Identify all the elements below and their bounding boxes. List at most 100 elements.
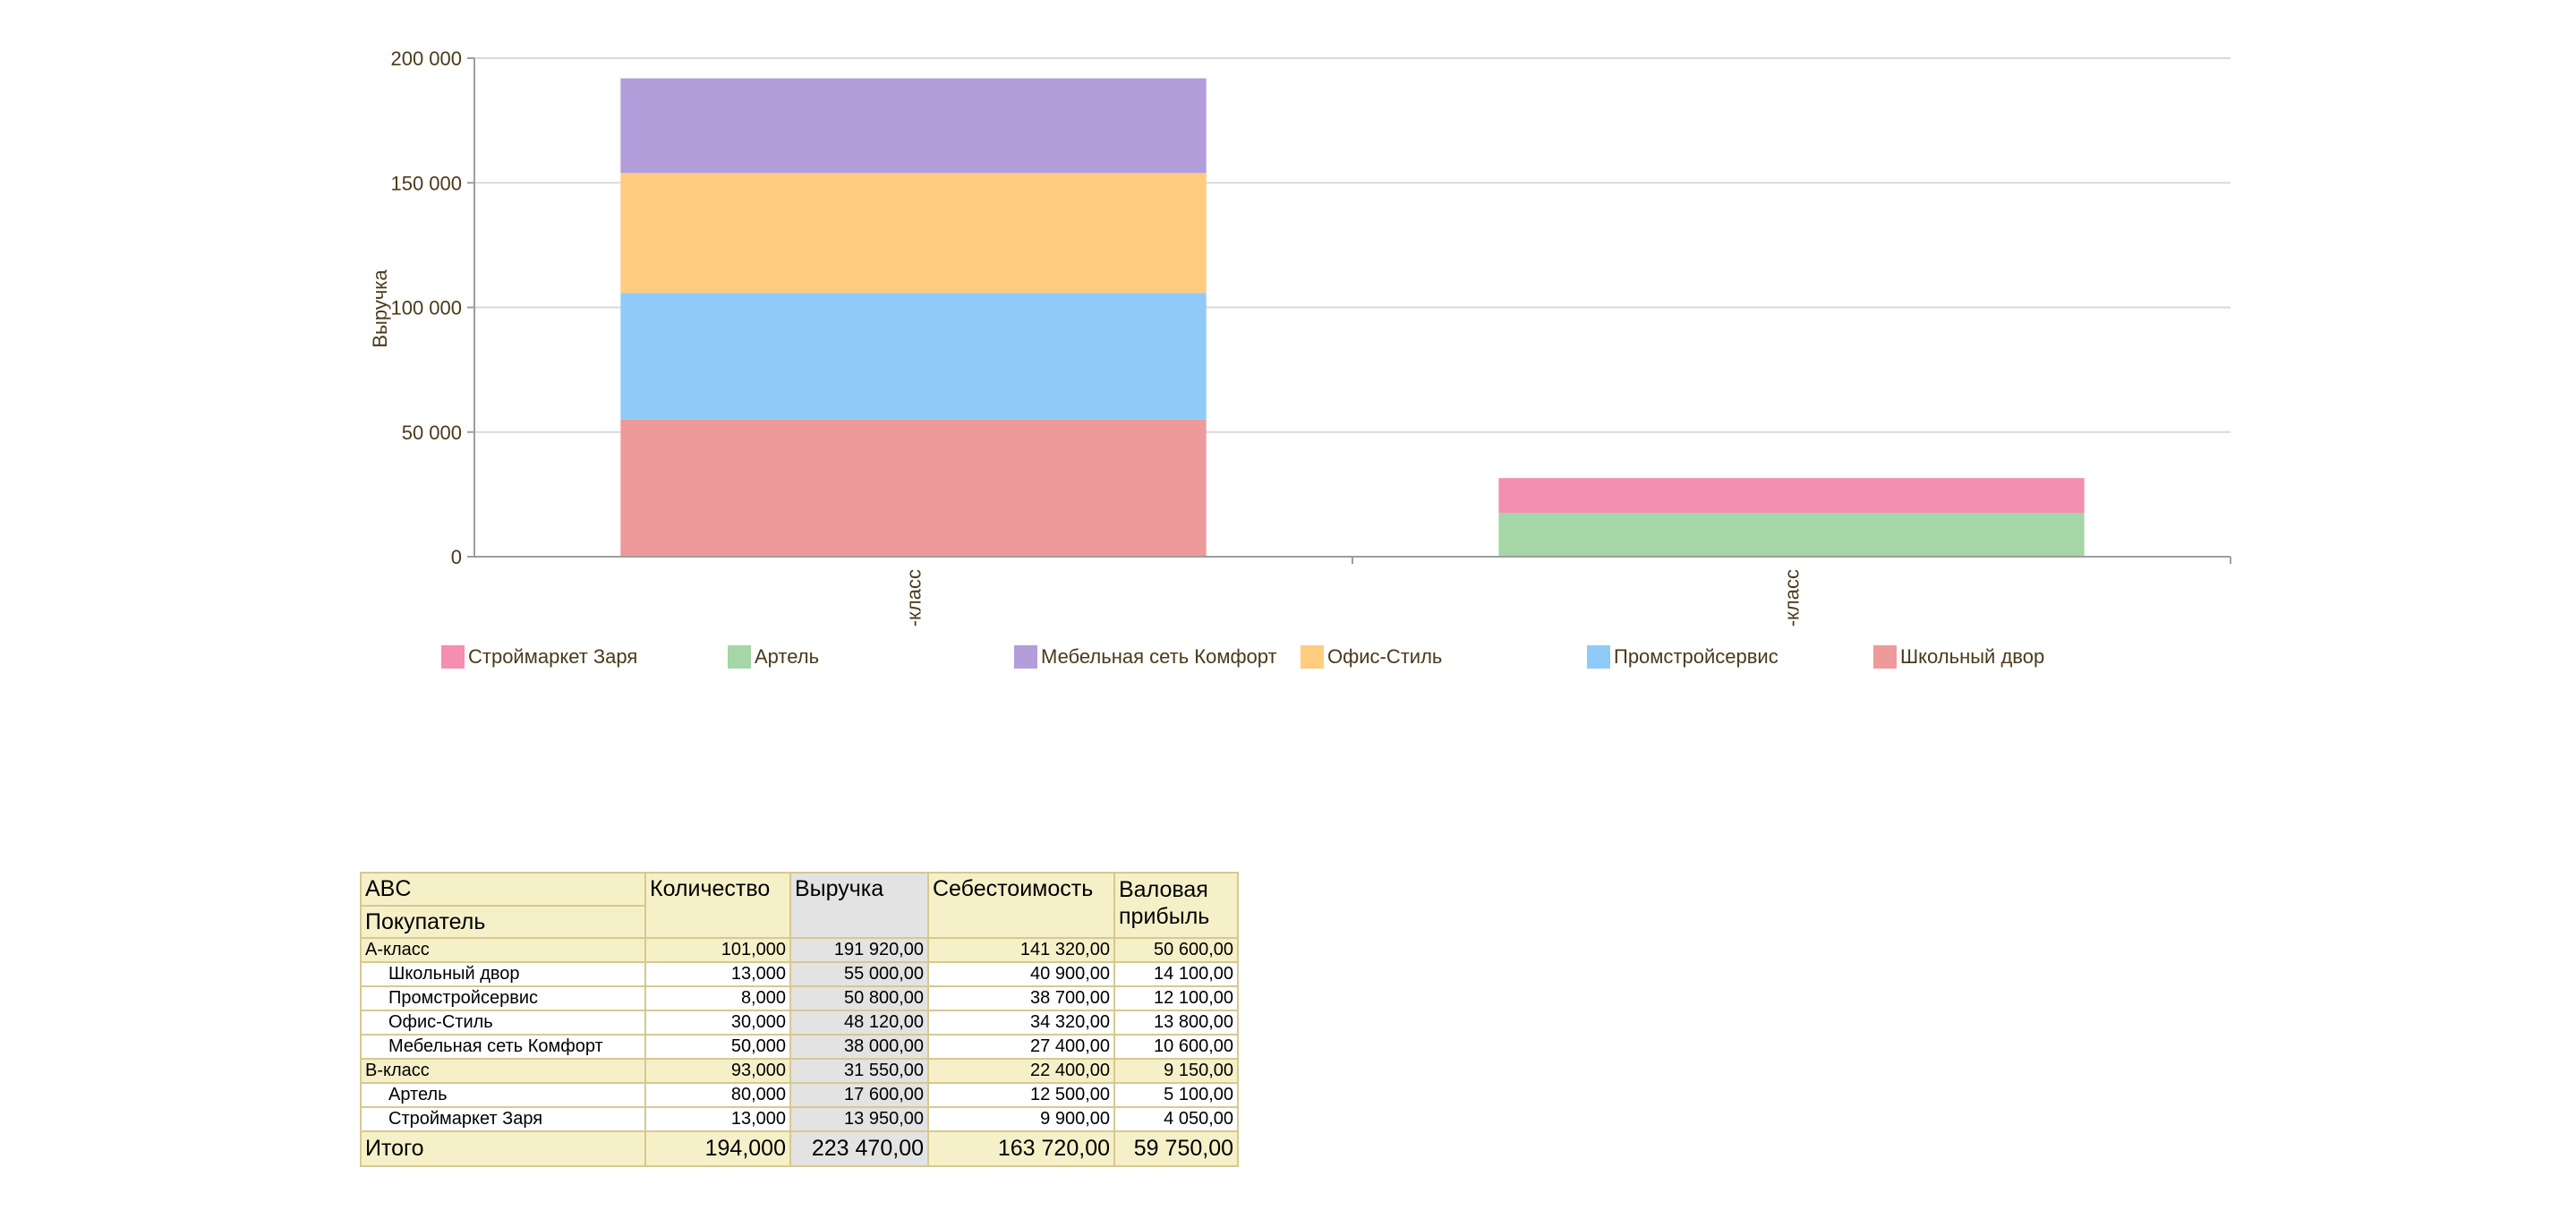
- cell-cost: 27 400,00: [927, 1034, 1115, 1060]
- chart-legend: Строймаркет Заря Артель Мебельная сеть Ком…: [441, 641, 2321, 673]
- legend-item: Артель: [728, 641, 819, 673]
- cell-cost: 34 320,00: [927, 1010, 1115, 1036]
- cell-qty: 80,000: [644, 1082, 791, 1108]
- cell-qty: 13,000: [644, 1106, 791, 1132]
- report-table: ABC Количество Выручка Себестоимость Вал…: [360, 872, 1239, 1167]
- cell-cost: 9 900,00: [927, 1106, 1115, 1132]
- cell-buyer: Строймаркет Заря: [360, 1106, 646, 1132]
- legend-swatch: [1873, 645, 1897, 669]
- header-buyer: Покупатель: [360, 905, 646, 939]
- cell-profit: 4 050,00: [1113, 1106, 1239, 1132]
- cell-cost: 40 900,00: [927, 961, 1115, 987]
- y-tick-label: 150 000: [390, 172, 462, 194]
- x-tick-labels: А-класс В-класс: [903, 569, 1804, 627]
- y-tick-label: 100 000: [390, 297, 462, 320]
- axes: [473, 58, 2231, 564]
- cell-revenue: 17 600,00: [789, 1082, 929, 1108]
- cell-profit: 9 150,00: [1113, 1058, 1239, 1084]
- cell-buyer: Школьный двор: [360, 961, 646, 987]
- cell-revenue: 48 120,00: [789, 1010, 929, 1036]
- legend-item: Мебельная сеть Комфорт: [1014, 641, 1277, 673]
- cell-revenue: 50 800,00: [789, 985, 929, 1011]
- cell-revenue: 55 000,00: [789, 961, 929, 987]
- table-row: Артель 80,000 17 600,00 12 500,00 5 100,00: [360, 1082, 1239, 1108]
- table-group-row: А-класс 101,000 191 920,00 141 320,00 50 600…: [360, 937, 1239, 963]
- bar-segment: [620, 173, 1207, 294]
- header-cost: Себестоимость: [927, 872, 1115, 939]
- cell-buyer: Промстройсервис: [360, 985, 646, 1011]
- header-revenue: Выручка: [789, 872, 929, 939]
- table-row: Школьный двор 13,000 55 000,00 40 900,00 14 …: [360, 961, 1239, 987]
- legend-label: Промстройсервис: [1614, 645, 1778, 668]
- legend-swatch: [1014, 645, 1037, 669]
- table-row: Офис-Стиль 30,000 48 120,00 34 320,00 13 800…: [360, 1010, 1239, 1036]
- cell-buyer: Мебельная сеть Комфорт: [360, 1034, 646, 1060]
- cell-profit: 10 600,00: [1113, 1034, 1239, 1060]
- cell-cost: 141 320,00: [927, 937, 1115, 963]
- legend-item: Промстройсервис: [1587, 641, 1778, 673]
- legend-label: Офис-Стиль: [1327, 645, 1443, 668]
- cell-revenue: 38 000,00: [789, 1034, 929, 1060]
- table-row: Промстройсервис 8,000 50 800,00 38 700,00 12…: [360, 985, 1239, 1011]
- bar-segment: [620, 78, 1207, 174]
- table-total-row: Итого 194,000 223 470,00 163 720,00 59 750,0…: [360, 1130, 1239, 1167]
- header-qty: Количество: [644, 872, 791, 939]
- legend-swatch: [441, 645, 465, 669]
- cell-total-profit: 59 750,00: [1113, 1130, 1239, 1167]
- cell-total-label: Итого: [360, 1130, 646, 1167]
- x-tick-label: В-класс: [1781, 569, 1804, 627]
- cell-qty: 93,000: [644, 1058, 791, 1084]
- cell-total-revenue: 223 470,00: [789, 1130, 929, 1167]
- header-profit: Валовая прибыль: [1113, 872, 1239, 939]
- bar-segment: [620, 419, 1207, 557]
- cell-buyer: Офис-Стиль: [360, 1010, 646, 1036]
- cell-cost: 12 500,00: [927, 1082, 1115, 1108]
- cell-buyer: Артель: [360, 1082, 646, 1108]
- cell-revenue: 191 920,00: [789, 937, 929, 963]
- cell-profit: 13 800,00: [1113, 1010, 1239, 1036]
- y-tick-label: 50 000: [402, 422, 462, 444]
- bar-stacks: [620, 78, 2085, 557]
- table-row: Мебельная сеть Комфорт 50,000 38 000,00 27 …: [360, 1034, 1239, 1060]
- header-profit-line2: прибыль: [1119, 904, 1210, 929]
- cell-total-qty: 194,000: [644, 1130, 791, 1167]
- cell-qty: 8,000: [644, 985, 791, 1011]
- cell-profit: 5 100,00: [1113, 1082, 1239, 1108]
- legend-label: Мебельная сеть Комфорт: [1041, 645, 1277, 668]
- cell-qty: 13,000: [644, 961, 791, 987]
- legend-label: Школьный двор: [1900, 645, 2045, 668]
- bar-segment: [1498, 478, 2085, 513]
- legend-swatch: [1301, 645, 1324, 669]
- header-abc: ABC: [360, 872, 646, 907]
- cell-cost: 38 700,00: [927, 985, 1115, 1011]
- cell-qty: 50,000: [644, 1034, 791, 1060]
- cell-profit: 12 100,00: [1113, 985, 1239, 1011]
- cell-buyer: А-класс: [360, 937, 646, 963]
- legend-item: Школьный двор: [1873, 641, 2044, 673]
- y-tick-label: 200 000: [390, 47, 462, 70]
- cell-revenue: 31 550,00: [789, 1058, 929, 1084]
- table-header-row: Покупатель: [360, 905, 1238, 939]
- cell-profit: 50 600,00: [1113, 937, 1239, 963]
- legend-swatch: [728, 645, 751, 669]
- cell-total-cost: 163 720,00: [927, 1130, 1115, 1167]
- y-tick-labels: 0 50 000 100 000 150 000 200 000: [390, 47, 462, 568]
- legend-label: Артель: [755, 645, 820, 668]
- table-row: Строймаркет Заря 13,000 13 950,00 9 900,00 4…: [360, 1106, 1239, 1132]
- table-header-row: ABC Количество Выручка Себестоимость Вал…: [360, 872, 1239, 939]
- cell-qty: 30,000: [644, 1010, 791, 1036]
- legend-label: Строймаркет Заря: [468, 645, 638, 668]
- stacked-bar-chart: 0 50 000 100 000 150 000 200 000 А-класс В-кл…: [369, 47, 2231, 627]
- y-tick-label: 0: [451, 546, 462, 568]
- legend-item: Офис-Стиль: [1301, 641, 1442, 673]
- cell-qty: 101,000: [644, 937, 791, 963]
- bar-segment: [620, 293, 1207, 420]
- table-group-row: В-класс 93,000 31 550,00 22 400,00 9 150,00: [360, 1058, 1239, 1084]
- x-tick-label: А-класс: [903, 569, 925, 627]
- header-profit-line1: Валовая: [1119, 877, 1208, 902]
- cell-revenue: 13 950,00: [789, 1106, 929, 1132]
- cell-buyer: В-класс: [360, 1058, 646, 1084]
- cell-profit: 14 100,00: [1113, 961, 1239, 987]
- bar-segment: [1498, 512, 2085, 557]
- y-axis-label: Выручка: [369, 269, 391, 348]
